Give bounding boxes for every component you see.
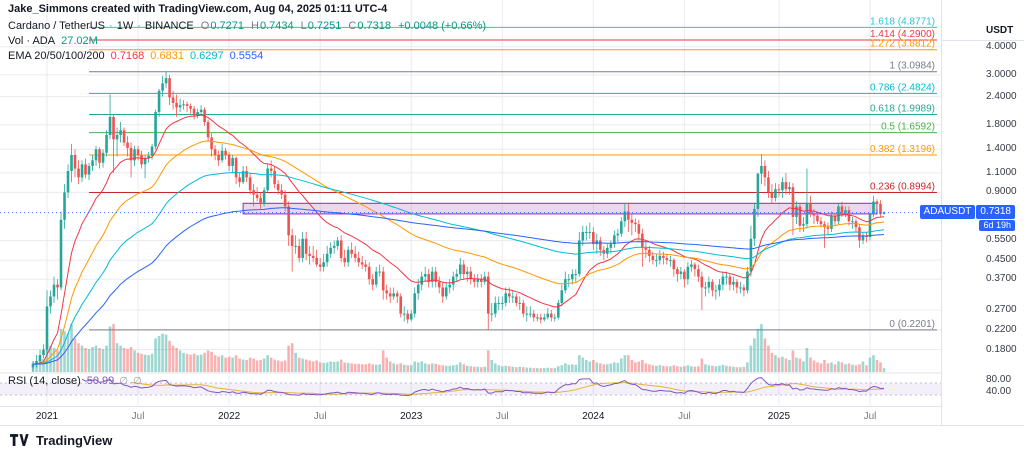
legend-separator: · <box>137 19 141 32</box>
interval-label[interactable]: 1W <box>116 19 134 32</box>
price-axis-label: 0.2200 <box>986 323 1017 335</box>
fib-level-label: 1.618 (4.8771) <box>870 16 935 27</box>
rsi-pane <box>0 377 941 397</box>
fib-level-label: 1 (3.0984) <box>889 61 935 72</box>
current-price-value: 0.7318 <box>976 204 1015 219</box>
ema-legend-row[interactable]: EMA 20/50/100/200 0.7168 0.6831 0.6297 0… <box>8 48 486 63</box>
price-axis-label: 0.4500 <box>986 254 1017 266</box>
fib-level-label: 0.382 (1.3196) <box>870 144 935 155</box>
ema-overlay-lines <box>32 114 885 365</box>
chart-canvas[interactable]: 1.618 (4.8771) 1.414 (4.2900)1.272 (3.881… <box>0 0 941 406</box>
rsi-axis-label: 80.00 <box>986 374 1012 385</box>
volume-legend-row[interactable]: Vol · ADA 27.02M <box>8 33 486 48</box>
tradingview-logo-icon[interactable] <box>10 433 30 448</box>
high-key: H <box>251 19 259 32</box>
fib-level-label: 1.272 (3.8812) <box>870 39 935 50</box>
legend-pane: Cardano / TetherUS · 1W · BINANCE O 0.727… <box>8 18 486 63</box>
rsi-label[interactable]: RSI (14, close) <box>8 375 81 387</box>
time-axis-label: 2023 <box>400 411 423 422</box>
time-axis-label: 2022 <box>217 411 241 422</box>
fib-level-label: 0.236 (0.8994) <box>870 181 935 192</box>
symbol-price-label: ADAUSDT <box>919 204 976 219</box>
ema-label[interactable]: EMA 20/50/100/200 <box>8 49 105 62</box>
fib-retracement-drawing[interactable]: 1.618 (4.8771) 1.414 (4.2900)1.272 (3.881… <box>89 16 937 331</box>
rsi-axis-label: 40.00 <box>986 386 1012 397</box>
exchange-label[interactable]: BINANCE <box>144 19 194 32</box>
ema200-value: 0.5554 <box>229 49 264 62</box>
price-axis-label: 0.1800 <box>986 343 1017 355</box>
price-axis-label: 2.4000 <box>986 90 1017 102</box>
price-axis-label: 1.4000 <box>986 143 1017 155</box>
time-axis-label: Jul <box>677 411 691 422</box>
close-value: 0.7318 <box>357 19 391 32</box>
price-axis-label: 0.9000 <box>986 186 1017 198</box>
time-axis-label: 2021 <box>35 411 59 422</box>
bar-countdown: 6d 19h <box>979 219 1015 231</box>
volume-label[interactable]: Vol · ADA <box>8 34 56 47</box>
change-value: +0.0048 (+0.66%) <box>398 19 487 32</box>
fib-level-label: 0.618 (1.9989) <box>870 104 935 115</box>
rsi-value: 50.99 <box>86 375 115 387</box>
indicator-control-icon[interactable]: ∅ <box>133 375 142 387</box>
time-axis-label: Jul <box>495 411 509 422</box>
price-axis-label: 0.5500 <box>986 234 1017 246</box>
volume-series <box>31 324 886 372</box>
time-axis-label: Jul <box>313 411 327 422</box>
symbol-title[interactable]: Cardano / TetherUS <box>8 19 106 32</box>
time-axis-label: 2024 <box>582 411 605 422</box>
current-price-badge[interactable]: ADAUSDT 0.7318 6d 19h <box>919 204 1015 231</box>
fib-level-label: 1.414 (4.2900) <box>870 29 935 40</box>
low-key: L <box>300 19 307 32</box>
time-axis-label: Jul <box>863 411 877 422</box>
brand-name[interactable]: TradingView <box>36 432 113 448</box>
candlestick-series <box>31 71 886 372</box>
ema20-value: 0.7168 <box>110 49 145 62</box>
open-value: 0.7271 <box>210 19 244 32</box>
attribution-text: Jake_Simmons created with TradingView.co… <box>8 3 388 15</box>
fib-level-label: 0 (0.2201) <box>889 319 935 330</box>
price-axis-label: 3.0000 <box>986 68 1017 80</box>
close-key: C <box>348 19 357 32</box>
price-axis-label: 0.3700 <box>986 273 1017 285</box>
indicator-control-icon[interactable]: ∅ <box>119 375 128 387</box>
time-axis[interactable]: 2021Jul2022Jul2023Jul2024Jul2025Jul2026 <box>0 406 1024 426</box>
high-value: 0.7434 <box>259 19 294 32</box>
rsi-legend-row[interactable]: RSI (14, close) 50.99 ∅ ∅ <box>8 375 142 387</box>
ema100-value: 0.6297 <box>189 49 224 62</box>
price-axis-currency[interactable]: USDT <box>986 25 1014 36</box>
low-value: 0.7251 <box>307 19 342 32</box>
time-axis-label: Jul <box>131 411 145 422</box>
symbol-legend-row[interactable]: Cardano / TetherUS · 1W · BINANCE O 0.727… <box>8 18 486 33</box>
price-axis-label: 1.1000 <box>986 166 1017 178</box>
open-key: O <box>200 19 210 32</box>
price-axis-label: 1.8000 <box>986 118 1017 130</box>
volume-value: 27.02M <box>61 34 98 47</box>
bottom-toolbar: TradingView <box>0 425 1024 454</box>
fib-level-label: 0.786 (2.4824) <box>870 82 935 93</box>
ema50-value: 0.6831 <box>150 49 184 62</box>
legend-separator: · <box>109 19 113 32</box>
axis-divider <box>942 40 1024 41</box>
price-axis-label: 4.0000 <box>986 40 1017 52</box>
fib-level-label: 0.5 (1.6592) <box>881 122 935 133</box>
time-axis-label: 2025 <box>767 411 791 422</box>
price-axis-label: 0.2700 <box>986 303 1017 315</box>
